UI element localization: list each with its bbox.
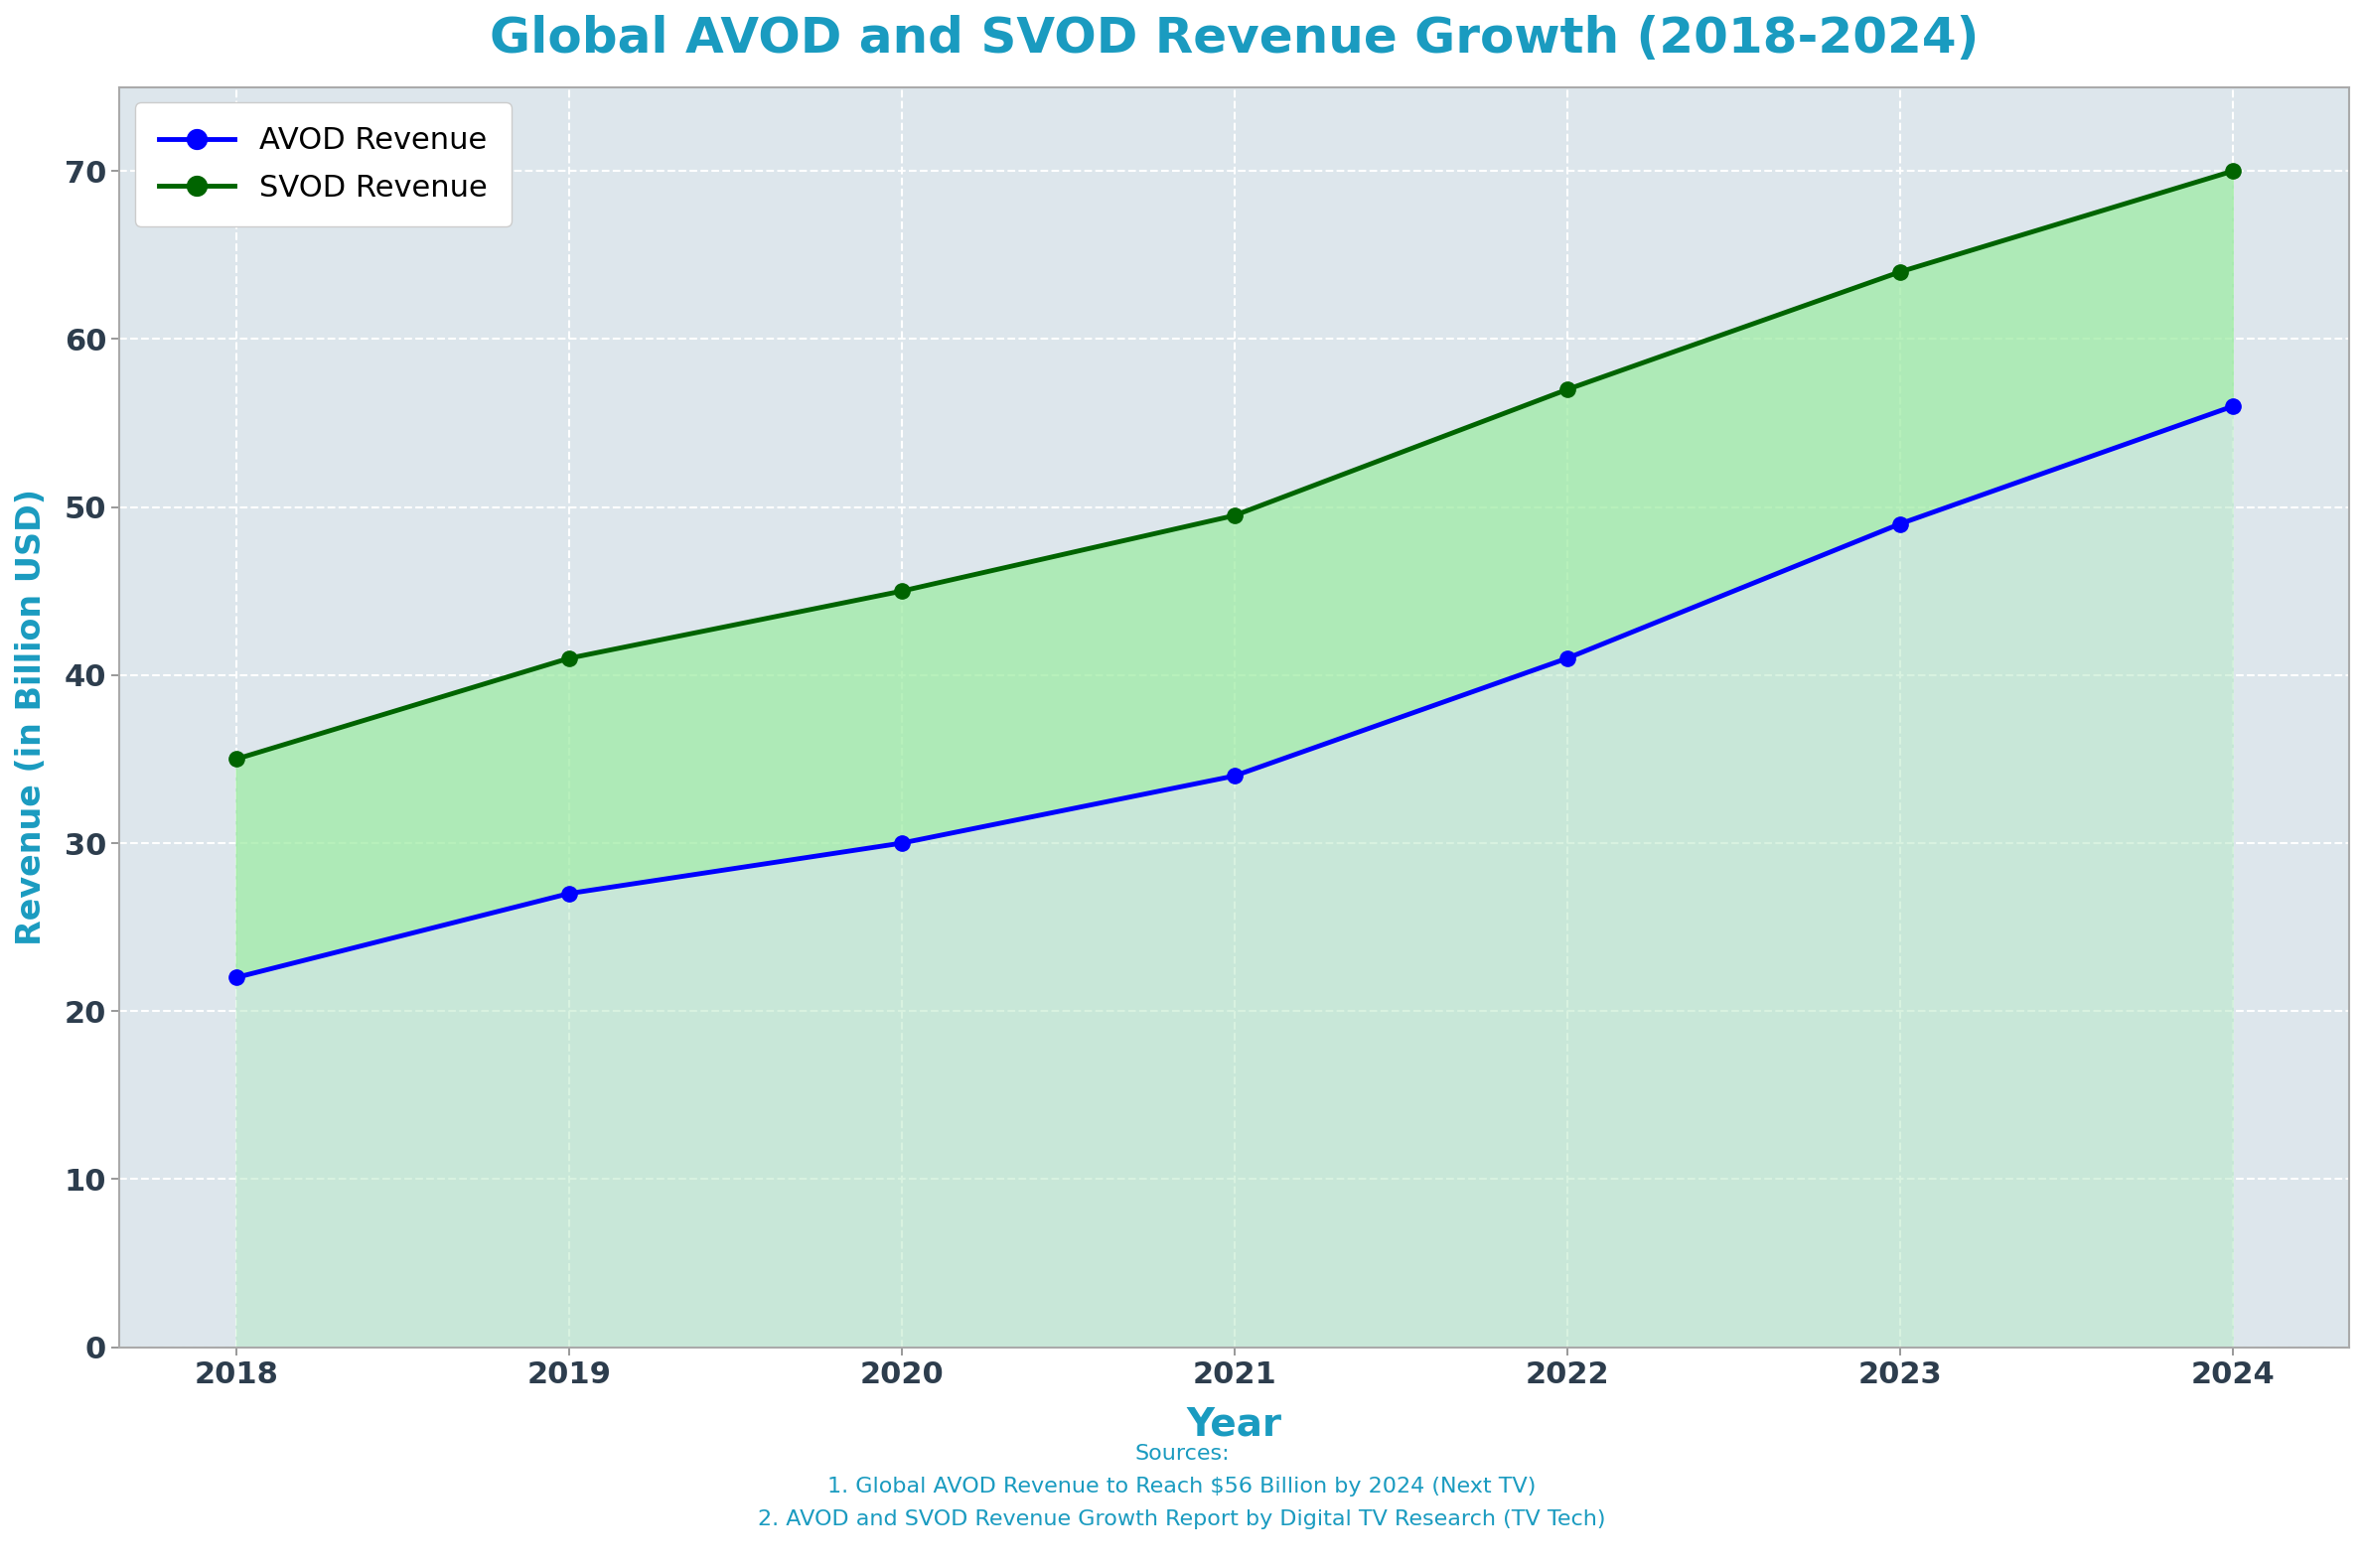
AVOD Revenue	[1220, 767, 1248, 786]
SVOD Revenue	[556, 649, 584, 668]
Y-axis label: Revenue (in Billion USD): Revenue (in Billion USD)	[14, 489, 47, 946]
Text: Sources:
1. Global AVOD Revenue to Reach $56 Billion by 2024 (Next TV)
2. AVOD a: Sources: 1. Global AVOD Revenue to Reach…	[759, 1444, 1605, 1529]
SVOD Revenue	[2217, 162, 2246, 180]
Legend: AVOD Revenue, SVOD Revenue: AVOD Revenue, SVOD Revenue	[135, 102, 511, 227]
AVOD Revenue	[1553, 649, 1582, 668]
Title: Global AVOD and SVOD Revenue Growth (2018-2024): Global AVOD and SVOD Revenue Growth (201…	[489, 14, 1979, 63]
SVOD Revenue	[886, 582, 915, 601]
AVOD Revenue	[222, 967, 251, 986]
Line: AVOD Revenue: AVOD Revenue	[229, 398, 2241, 985]
X-axis label: Year: Year	[1187, 1405, 1281, 1444]
SVOD Revenue	[1220, 506, 1248, 525]
Line: SVOD Revenue: SVOD Revenue	[229, 163, 2241, 767]
AVOD Revenue	[2217, 397, 2246, 416]
SVOD Revenue	[222, 750, 251, 768]
AVOD Revenue	[1886, 514, 1915, 533]
AVOD Revenue	[886, 834, 915, 853]
AVOD Revenue	[556, 884, 584, 903]
SVOD Revenue	[1886, 262, 1915, 281]
SVOD Revenue	[1553, 379, 1582, 398]
